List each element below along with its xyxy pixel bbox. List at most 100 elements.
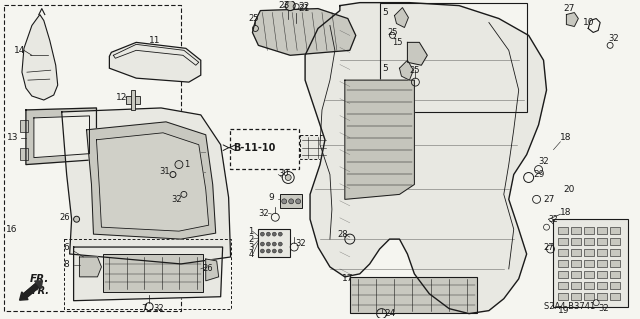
FancyBboxPatch shape [597,293,607,300]
Text: 18: 18 [561,133,572,142]
FancyBboxPatch shape [300,135,328,159]
Ellipse shape [278,232,282,236]
Polygon shape [408,42,428,65]
Text: 27: 27 [543,195,555,204]
Polygon shape [74,247,223,301]
FancyBboxPatch shape [280,194,302,208]
Polygon shape [131,90,135,110]
Text: 23: 23 [278,1,290,10]
Text: 5: 5 [383,8,388,17]
Text: 25: 25 [410,66,420,75]
Text: 12: 12 [116,93,128,101]
Polygon shape [252,9,356,55]
Ellipse shape [272,242,276,246]
Text: 14: 14 [14,46,26,55]
Text: 27: 27 [563,4,575,13]
FancyBboxPatch shape [610,293,620,300]
Ellipse shape [278,242,282,246]
Text: 4: 4 [248,250,253,259]
Text: 19: 19 [559,306,570,315]
Polygon shape [109,42,201,82]
Text: 31: 31 [159,167,170,176]
Text: 32: 32 [295,239,306,248]
Text: 15: 15 [392,38,403,47]
FancyBboxPatch shape [104,254,203,292]
Polygon shape [79,257,101,277]
FancyBboxPatch shape [584,249,594,256]
FancyBboxPatch shape [597,282,607,289]
Polygon shape [34,116,90,158]
FancyBboxPatch shape [584,282,594,289]
Text: 10: 10 [583,18,595,27]
Ellipse shape [266,249,270,253]
Text: FR.: FR. [30,274,49,284]
FancyBboxPatch shape [559,260,568,267]
FancyBboxPatch shape [584,260,594,267]
FancyBboxPatch shape [597,238,607,245]
Text: 18: 18 [561,208,572,217]
Text: 32: 32 [608,34,619,43]
FancyBboxPatch shape [584,293,594,300]
FancyArrow shape [20,284,38,300]
Text: 28: 28 [338,230,349,239]
Ellipse shape [272,232,276,236]
Ellipse shape [260,242,264,246]
Text: 20: 20 [563,185,575,194]
FancyArrow shape [22,281,42,299]
Ellipse shape [296,199,301,204]
Polygon shape [345,80,414,199]
FancyBboxPatch shape [20,148,28,160]
Text: 26: 26 [203,264,213,273]
Polygon shape [305,3,547,314]
Polygon shape [394,8,408,27]
Text: 30: 30 [278,169,289,178]
FancyBboxPatch shape [597,260,607,267]
Ellipse shape [278,249,282,253]
FancyBboxPatch shape [259,229,290,257]
FancyBboxPatch shape [559,282,568,289]
Polygon shape [22,15,58,100]
Text: 32: 32 [259,209,269,218]
Ellipse shape [285,174,291,181]
FancyBboxPatch shape [597,227,607,234]
Text: 32: 32 [539,157,549,166]
Text: S2A4 B3741: S2A4 B3741 [543,302,595,311]
Ellipse shape [266,232,270,236]
Ellipse shape [282,199,287,204]
Polygon shape [61,108,230,264]
Text: 26: 26 [60,213,70,222]
Text: 32: 32 [153,304,164,313]
FancyBboxPatch shape [584,227,594,234]
Ellipse shape [74,216,79,222]
Text: 2: 2 [248,234,253,244]
Text: 32: 32 [171,195,182,204]
Text: 1: 1 [248,226,253,236]
Text: 32: 32 [548,215,558,224]
FancyBboxPatch shape [610,238,620,245]
FancyBboxPatch shape [572,293,581,300]
Ellipse shape [175,160,183,168]
FancyBboxPatch shape [597,271,607,278]
FancyBboxPatch shape [20,120,28,132]
FancyBboxPatch shape [572,282,581,289]
Text: 7: 7 [141,304,147,313]
Text: 9: 9 [268,193,274,202]
FancyBboxPatch shape [572,271,581,278]
Text: 21: 21 [298,4,310,13]
FancyBboxPatch shape [584,271,594,278]
Text: 27: 27 [543,242,554,252]
Ellipse shape [260,249,264,253]
Text: 29: 29 [534,170,545,179]
Text: 25: 25 [248,14,259,23]
Ellipse shape [266,242,270,246]
FancyBboxPatch shape [610,271,620,278]
Text: 25: 25 [388,28,398,37]
Ellipse shape [285,1,295,11]
Polygon shape [205,259,219,281]
FancyBboxPatch shape [559,293,568,300]
Text: 8: 8 [63,260,69,270]
Text: 6: 6 [63,242,69,252]
Text: 24: 24 [385,309,396,318]
Polygon shape [566,12,579,26]
FancyBboxPatch shape [350,277,477,313]
